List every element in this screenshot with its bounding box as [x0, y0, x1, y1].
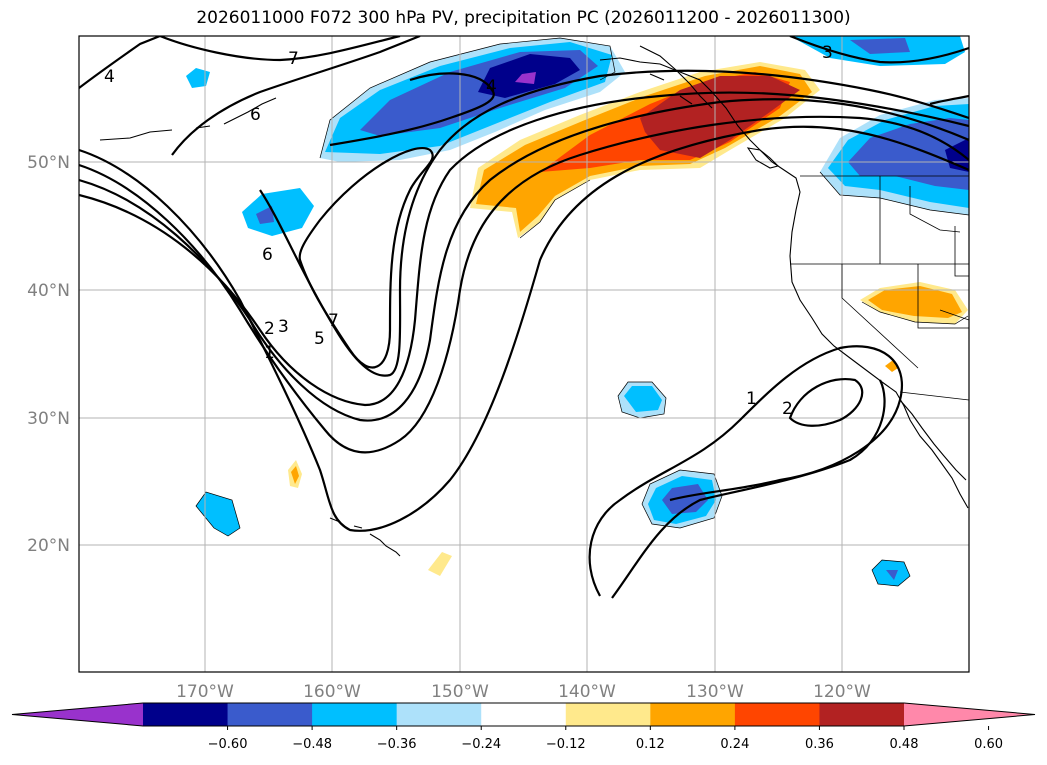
colorbar-tick-label: −0.60	[208, 737, 248, 752]
colorbar-segment	[481, 703, 567, 726]
map-title: 2026011000 F072 300 hPa PV, precipitatio…	[196, 8, 851, 28]
pv-contour-9	[159, 36, 401, 62]
pv-contour-14	[789, 36, 969, 64]
pv-label: 7	[328, 311, 339, 331]
pv-contour-10	[329, 72, 495, 147]
pv-contour-15	[929, 94, 969, 106]
pv-contour-4	[79, 91, 969, 407]
colorbar-tick-label: −0.48	[292, 737, 332, 752]
political-borders	[790, 175, 969, 401]
precip-negative-west-2	[186, 68, 210, 88]
colorbar-segment	[143, 703, 229, 726]
pv-label: 1	[746, 389, 757, 409]
pv-label: 2	[782, 399, 793, 419]
pv-contour-3	[79, 98, 969, 422]
lon-label-170w: 170°W	[176, 682, 234, 702]
north-america-coast	[599, 57, 969, 509]
pv-label: 7	[288, 49, 299, 69]
pv-label: 4	[104, 67, 115, 87]
latitude-labels: 50°N 40°N 30°N 20°N	[27, 153, 70, 556]
alaska-panhandle-islands	[639, 45, 713, 109]
lon-label-130w: 130°W	[686, 682, 744, 702]
pv-contour-8	[79, 36, 161, 89]
colorbar-tick-label: 0.36	[805, 737, 834, 752]
lon-label-140w: 140°W	[558, 682, 616, 702]
pv-contour-12	[611, 379, 886, 599]
lat-label-40n: 40°N	[27, 281, 70, 301]
vancouver-island	[746, 147, 780, 169]
pv-label: 3	[278, 317, 289, 337]
pv-contour-7	[171, 36, 421, 156]
colorbar-tick-label: 0.60	[974, 737, 1003, 752]
pv-contour-1	[79, 125, 969, 532]
pv-label: 2	[264, 319, 275, 339]
pv-label: 6	[250, 105, 261, 125]
precip-negative-southeast-deep	[886, 570, 898, 580]
pv-contours	[79, 36, 969, 599]
colorbar-extend-low	[12, 703, 143, 726]
precip-positive-small-1	[428, 552, 452, 576]
map-panel	[79, 36, 969, 672]
colorbar-segment	[819, 703, 905, 726]
colorbar-tick-label: −0.12	[546, 737, 586, 752]
lat-label-30n: 30°N	[27, 409, 70, 429]
pv-label: 1	[264, 343, 275, 363]
lon-label-160w: 160°W	[303, 682, 361, 702]
colorbar-segment	[650, 703, 736, 726]
lon-label-150w: 150°W	[431, 682, 489, 702]
colorbar-segment	[565, 703, 651, 726]
pv-contour-13	[788, 377, 864, 427]
precip-negative-topright-deep	[850, 38, 910, 54]
colorbar-segment	[734, 703, 820, 726]
colorbar-outline	[11, 702, 1036, 727]
map-frame	[78, 35, 970, 673]
precip-negative-south-deep	[662, 484, 708, 514]
colorbar-tick-label: 0.12	[636, 737, 665, 752]
colorbar-segment	[227, 703, 313, 726]
precip-negative-west-1-deep	[256, 206, 274, 224]
state-borders	[790, 176, 969, 401]
precip-negative-north-peak	[515, 72, 536, 84]
pv-contour-11	[588, 345, 903, 597]
colorbar-segment	[396, 703, 482, 726]
pv-label: 6	[262, 245, 273, 265]
pv-labels: 7 4 6 4 6 2 3 1 7 5 1 2 3	[104, 43, 833, 419]
pv-label: 4	[486, 77, 497, 97]
longitude-labels: 170°W 160°W 150°W 140°W 130°W 120°W	[176, 682, 871, 702]
precip-outlines	[195, 37, 969, 587]
lat-label-50n: 50°N	[27, 153, 70, 173]
pv-label: 3	[822, 43, 833, 63]
precip-positive-inland-mid	[868, 286, 962, 318]
baja-coast	[899, 399, 967, 481]
precip-shading	[186, 36, 969, 586]
lat-label-20n: 20°N	[27, 536, 70, 556]
precip-positive-small-2-mid	[291, 466, 299, 484]
colorbar-tick-label: −0.24	[461, 737, 501, 752]
precip-negative-west-3	[196, 492, 240, 536]
colorbar-tick-label: 0.24	[720, 737, 749, 752]
pv-label: 5	[314, 329, 325, 349]
pv-contour-2	[79, 115, 969, 454]
colorbar: −0.60 −0.48 −0.36 −0.24 −0.12 0.12 0.24 0.36 0.4…	[11, 702, 1036, 752]
colorbar-segment	[312, 703, 398, 726]
colorbar-tick-label: −0.36	[377, 737, 417, 752]
precip-negative-central-mid	[624, 386, 662, 412]
coastlines	[99, 45, 969, 557]
pv-contour-6	[298, 147, 434, 369]
lon-label-120w: 120°W	[813, 682, 871, 702]
colorbar-extend-high	[904, 703, 1035, 726]
colorbar-tick-label: 0.48	[890, 737, 919, 752]
